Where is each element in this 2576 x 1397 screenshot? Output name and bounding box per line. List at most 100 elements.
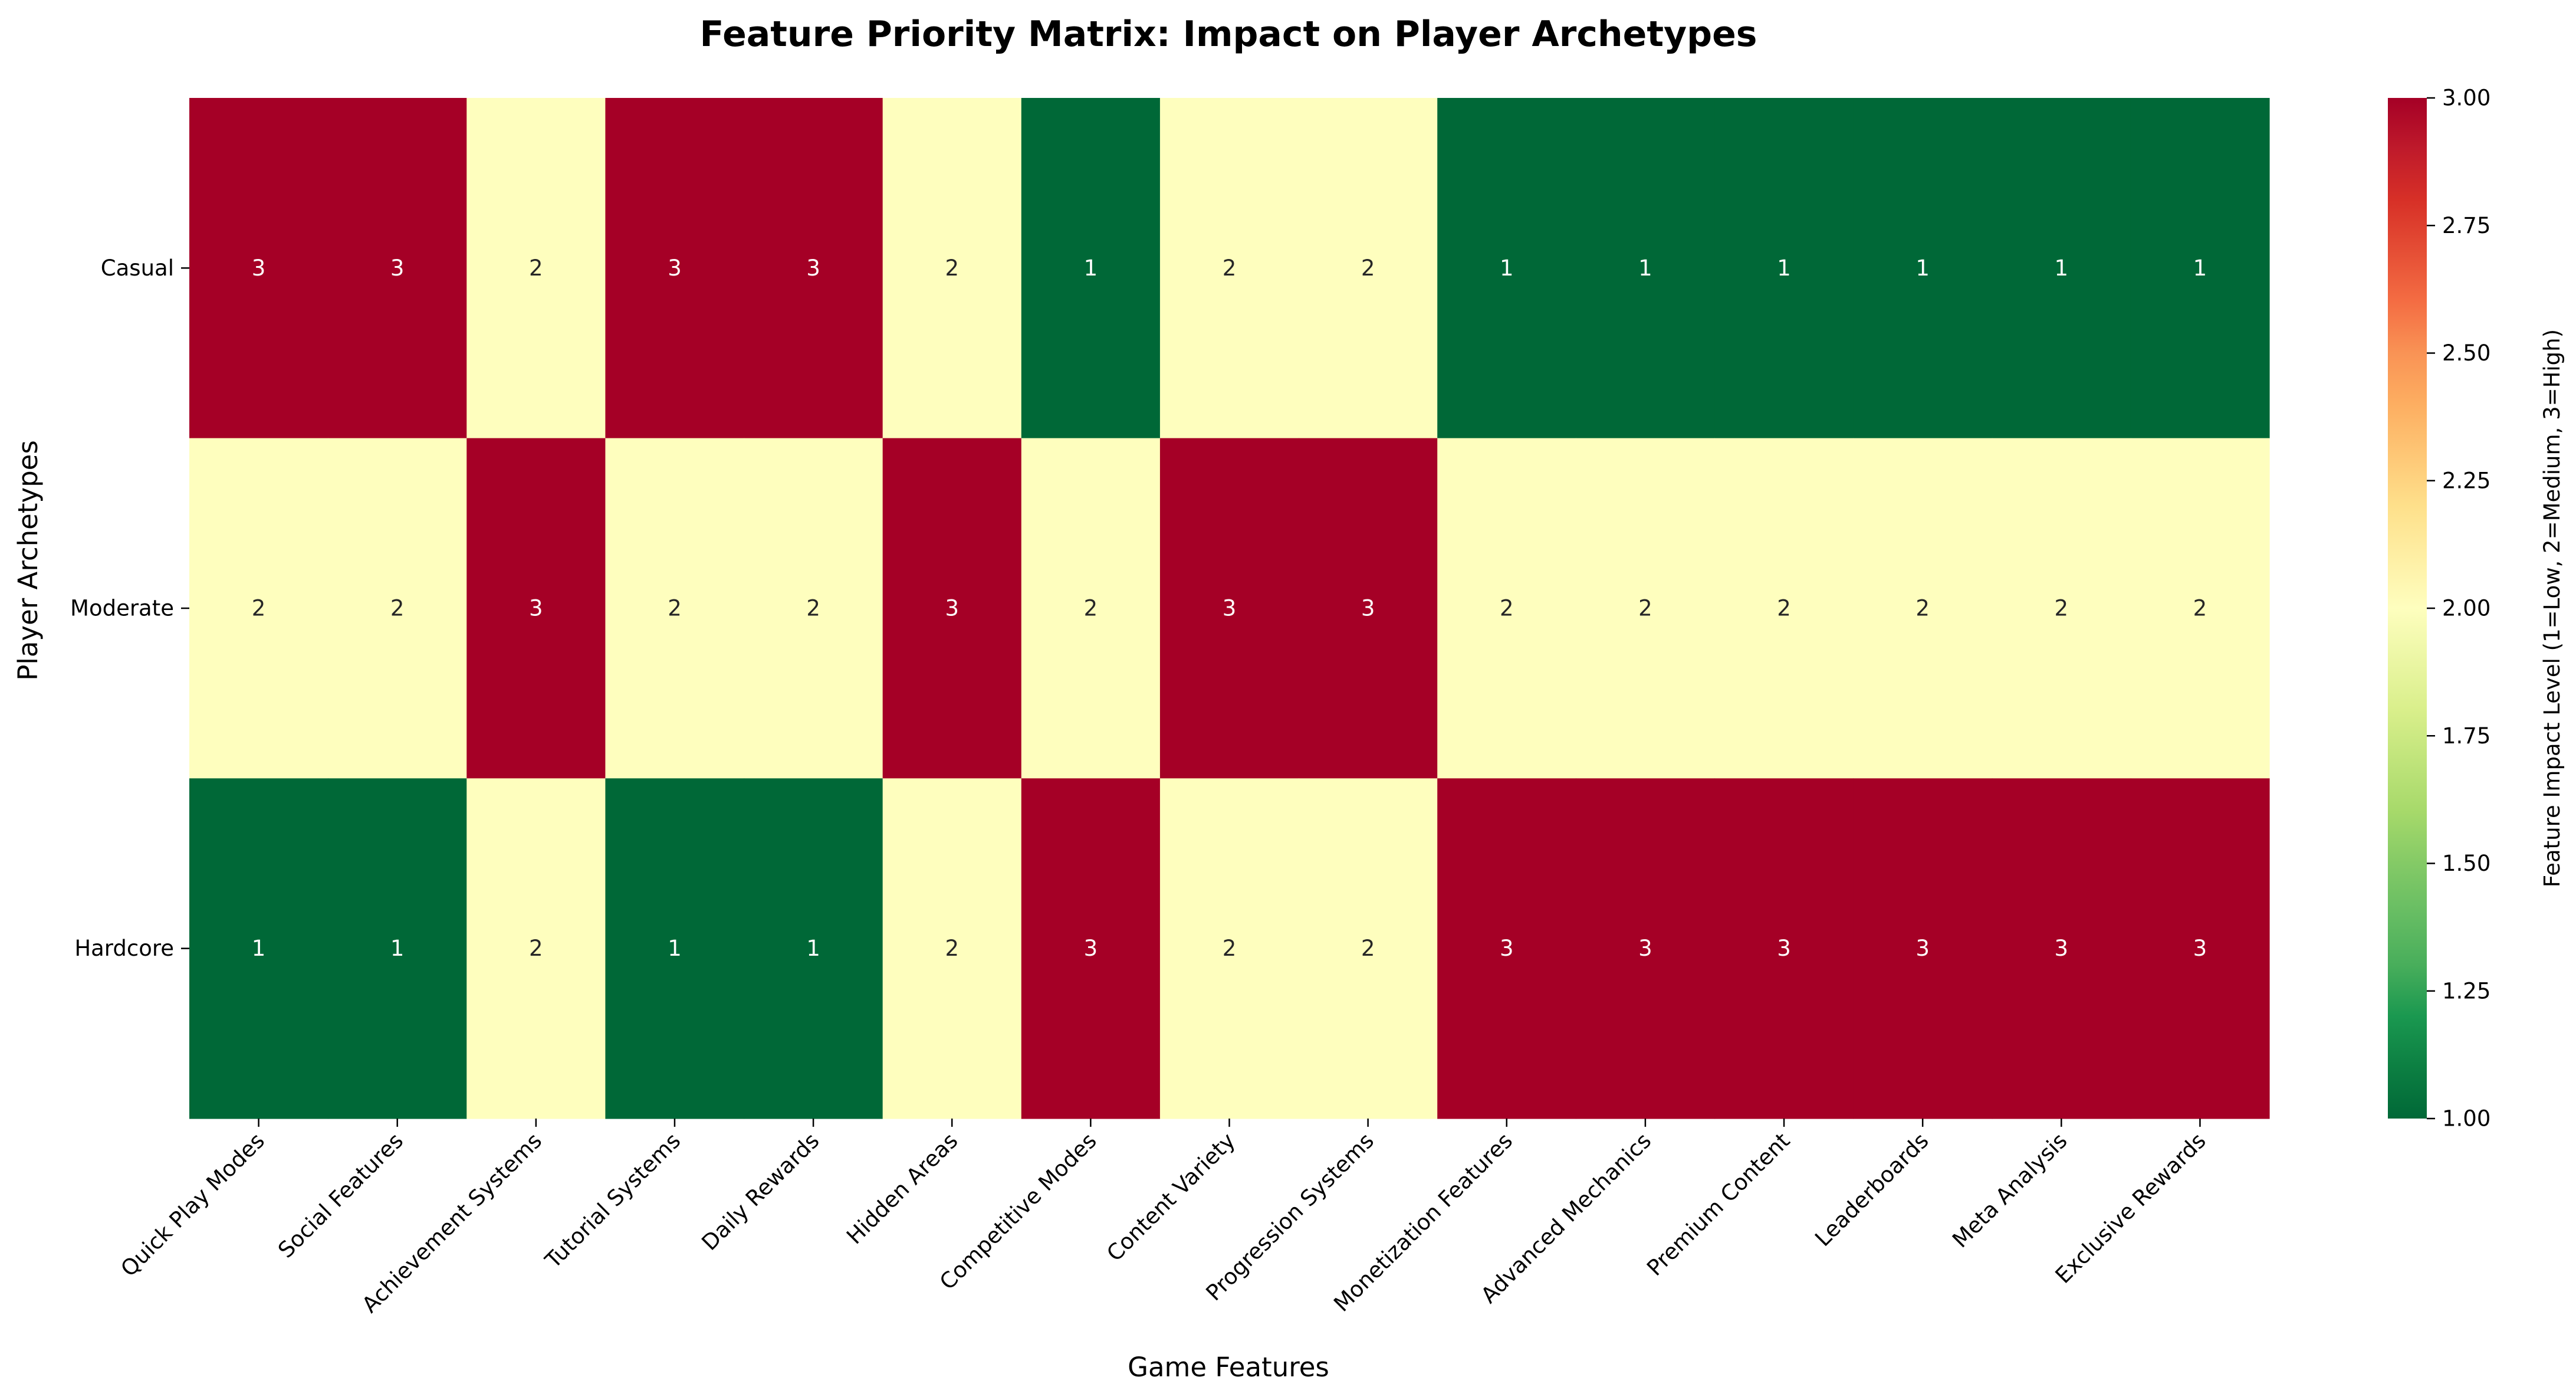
cell-value-label: 3 [252,255,266,281]
cell-value-label: 1 [1777,255,1791,281]
cell-value-label: 1 [1500,255,1514,281]
cell-value-label: 2 [2055,596,2069,621]
heatmap-cell-casual-daily-rewards [744,98,883,439]
heatmap-cell-casual-monetization-features [1437,98,1576,439]
colorbar-tick-label: 2.00 [2442,596,2490,621]
colorbar-tick-label: 1.00 [2442,1106,2490,1132]
heatmap-cell-moderate-leaderboards [1853,438,1993,779]
heatmap-cell-hardcore-advanced-mechanics [1576,778,1716,1119]
colorbar-tick-label: 2.50 [2442,340,2490,366]
x-tick-label: Premium Content [1642,1128,1795,1281]
heatmap-cell-casual-meta-analysis [1992,98,2131,439]
heatmap-cell-hardcore-monetization-features [1437,778,1576,1119]
x-tick-label: Meta Analysis [1947,1128,2072,1252]
cell-value-label: 2 [806,596,820,621]
cell-value-label: 3 [1084,936,1098,961]
heatmap-cell-moderate-competitive-modes [1021,438,1161,779]
x-tick-label: Competitive Modes [935,1128,1102,1295]
cell-value-label: 3 [1223,596,1237,621]
heatmap-cell-moderate-daily-rewards [744,438,883,779]
cell-value-label: 3 [2055,936,2069,961]
heatmap-cell-casual-hidden-areas [882,98,1022,439]
heatmap-cell-moderate-advanced-mechanics [1576,438,1716,779]
cell-value-label: 3 [668,255,682,281]
colorbar-tick-label: 3.00 [2442,86,2490,111]
colorbar-label: Feature Impact Level (1=Low, 2=Medium, 3… [2539,329,2565,887]
cell-value-label: 1 [1084,255,1098,281]
y-tick-label: Moderate [70,596,174,621]
heatmap-cell-hardcore-meta-analysis [1992,778,2131,1119]
cell-value-label: 1 [1915,255,1930,281]
cell-value-label: 3 [1777,936,1791,961]
colorbar-ticks: 1.00 1.25 1.50 1.75 2.00 2.25 2.50 2.75 3.00 [2427,86,2490,1132]
cell-value-label: 3 [945,596,959,621]
colorbar-tick-label: 2.75 [2442,213,2490,238]
cell-value-label: 1 [806,936,820,961]
cell-value-label: 2 [529,255,543,281]
heatmap-cell-hardcore-social-features [328,778,467,1119]
x-tick-label: Hidden Areas [842,1128,962,1249]
cell-value-label: 3 [1500,936,1514,961]
cell-value-label: 3 [806,255,820,281]
heatmap-cell-hardcore-quick-play-modes [189,778,328,1119]
cell-value-label: 1 [668,936,682,961]
cell-value-label: 2 [529,936,543,961]
y-tick-label: Casual [101,255,174,281]
colorbar-tick-label: 1.75 [2442,723,2490,749]
cell-value-label: 1 [1638,255,1652,281]
heatmap-cell-hardcore-tutorial-systems [605,778,745,1119]
cell-value-label: 2 [1500,596,1514,621]
x-axis-label: Game Features [1128,1352,1329,1383]
heatmap-cell-casual-quick-play-modes [189,98,328,439]
heatmap-cell-moderate-exclusive-rewards [2130,438,2270,779]
heatmap-cell-casual-content-variety [1159,98,1299,439]
x-tick-label: Quick Play Modes [116,1128,270,1282]
cell-value-label: 2 [1223,936,1237,961]
cell-value-label: 1 [252,936,266,961]
heatmap-cell-hardcore-content-variety [1159,778,1299,1119]
heatmap-cell-moderate-content-variety [1159,438,1299,779]
heatmap-cell-casual-exclusive-rewards [2130,98,2270,439]
heatmap-cell-moderate-hidden-areas [882,438,1022,779]
heatmap-cell-hardcore-hidden-areas [882,778,1022,1119]
heatmap-cell-casual-advanced-mechanics [1576,98,1716,439]
heatmap-cell-moderate-meta-analysis [1992,438,2131,779]
heatmap-cell-hardcore-achievement-systems [466,778,606,1119]
heatmap-cell-casual-premium-content [1714,98,1854,439]
y-axis-label: Player Archetypes [12,440,44,681]
y-axis-ticks: Casual Moderate Hardcore [70,255,189,961]
colorbar-tick-label: 1.50 [2442,851,2490,876]
colorbar-tick-label: 2.25 [2442,468,2490,493]
cell-value-label: 3 [1915,936,1930,961]
heatmap-cell-casual-tutorial-systems [605,98,745,439]
x-axis-ticks: Quick Play Modes Social FeaturesAchieveme… [116,1119,2211,1318]
heatmap-cell-moderate-premium-content [1714,438,1854,779]
heatmap-cell-casual-leaderboards [1853,98,1993,439]
cell-value-label: 2 [1361,936,1375,961]
cell-value-label: 2 [1638,596,1652,621]
heatmap-cell-casual-achievement-systems [466,98,606,439]
cell-value-label: 3 [529,596,543,621]
cell-value-label: 2 [1777,596,1791,621]
colorbar [2388,98,2427,1119]
heatmap-cells [189,98,2270,1119]
cell-value-label: 1 [390,936,405,961]
heatmap-cell-moderate-progression-systems [1299,438,1438,779]
cell-value-label: 2 [252,596,266,621]
cell-value-label: 3 [2193,936,2207,961]
colorbar-tick-label: 1.25 [2442,978,2490,1004]
x-tick-label: Exclusive Rewards [2051,1128,2211,1288]
cell-value-label: 1 [2055,255,2069,281]
cell-value-label: 3 [1638,936,1652,961]
x-tick-label: Daily Rewards [696,1128,824,1255]
heatmap-cell-hardcore-exclusive-rewards [2130,778,2270,1119]
cell-value-label: 2 [1915,596,1930,621]
cell-value-label: 3 [1361,596,1375,621]
x-tick-label: Tutorial Systems [540,1128,686,1274]
cell-value-label: 2 [1223,255,1237,281]
cell-value-label: 2 [390,596,405,621]
x-tick-label: Social Features [273,1128,408,1263]
heatmap-cell-labels: 3 3 2 3 3 2 1 2 2 1 1 1 1 1 1 2 2 3 2 2 3 2 3 3 2 2 2 2 2 2 1 1 2 1 1 2 3 2 2 3… [252,255,2207,961]
heatmap-cell-moderate-achievement-systems [466,438,606,779]
